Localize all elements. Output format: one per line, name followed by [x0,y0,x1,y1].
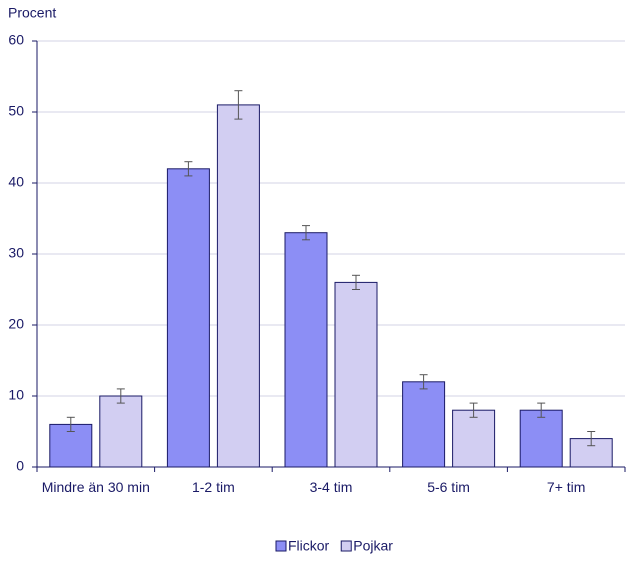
error-bar [469,402,478,418]
bar [402,381,446,468]
bar [166,168,210,468]
error-bar [116,388,125,404]
legend-swatch [275,540,287,552]
bar [452,409,496,468]
x-tick-label: Mindre än 30 min [41,479,150,495]
bar [519,409,563,468]
error-bar [587,431,596,447]
x-tick-label-box: 1-2 tim [191,479,235,495]
error-bar [66,416,75,432]
bar [284,232,328,468]
legend-label: Pojkar [353,538,393,554]
error-bar [184,161,193,177]
bar [216,104,260,468]
x-tick-label-box: 3-4 tim [309,479,353,495]
x-tick-label: 3-4 tim [309,479,353,495]
bar [334,281,378,468]
error-bar [302,225,310,241]
y-tick-label: 20 [8,316,24,332]
bar [49,423,93,468]
legend-label: Flickor [288,538,330,554]
error-bar [352,274,360,290]
error-bar [537,402,546,418]
error-bar [419,374,428,390]
x-tick-label-box: Mindre än 30 min [41,479,150,495]
error-bar [234,90,243,120]
x-tick-label: 1-2 tim [191,479,235,495]
x-tick-label: 7+ tim [546,479,586,495]
y-tick-label: 40 [8,174,24,190]
y-tick-label: 0 [16,458,24,474]
bar [99,395,143,468]
x-tick-label-box: 7+ tim [546,479,586,495]
legend-swatch [340,540,352,552]
y-tick-label: 30 [8,245,24,261]
y-tick-label: 10 [8,387,24,403]
y-axis-label: Procent [8,5,56,21]
y-tick-label: 60 [8,32,24,48]
x-tick-label: 5-6 tim [427,479,470,495]
x-tick-label-box: 5-6 tim [427,479,470,495]
y-tick-label: 50 [8,103,24,119]
